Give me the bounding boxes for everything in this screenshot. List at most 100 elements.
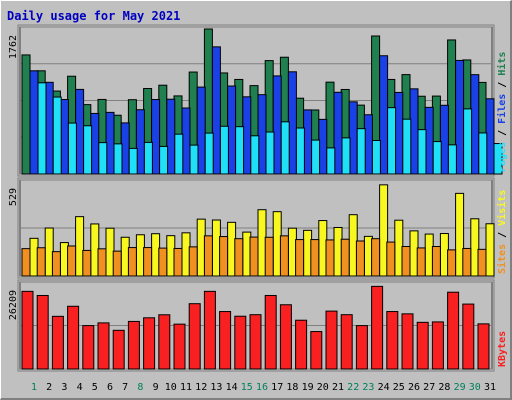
x-tick-label-day-15: 15 [241, 382, 253, 393]
bar-visits-day-29 [455, 192, 465, 277]
y-tick-label: 529 [8, 188, 19, 206]
bar-sites-day-4 [67, 245, 77, 277]
bar-pages-day-21 [341, 137, 351, 175]
panel-frame [17, 279, 495, 372]
bar-pages-day-8 [143, 141, 153, 175]
bar-sites-day-5 [82, 249, 92, 277]
bar-pages-day-30 [478, 132, 488, 175]
bar-pages-day-17 [280, 121, 290, 175]
x-tick-label-day-5: 5 [92, 382, 98, 393]
bar-hits-day-1 [21, 54, 31, 175]
bar-sites-day-31 [477, 248, 487, 277]
bar-pages-day-11 [189, 144, 199, 175]
bar-pages-day-25 [402, 118, 412, 175]
bar-sites-day-29 [447, 249, 457, 277]
bar-files-day-21 [333, 91, 343, 175]
bar-kbytes-day-8 [127, 320, 140, 370]
x-tick-label-day-9: 9 [153, 382, 159, 393]
x-tick-label-day-7: 7 [122, 382, 128, 393]
bar-pages-day-2 [52, 96, 62, 175]
bar-sites-day-23 [355, 240, 365, 277]
x-tick-label-day-28: 28 [438, 382, 450, 393]
x-tick-label-day-22: 22 [347, 382, 359, 393]
bar-sites-day-3 [51, 251, 61, 277]
x-tick-label-day-10: 10 [165, 382, 177, 393]
bar-pages-day-19 [311, 139, 321, 175]
bar-pages-day-1 [37, 82, 47, 175]
bar-kbytes-day-24 [371, 285, 384, 370]
bar-kbytes-day-18 [279, 304, 292, 370]
bar-kbytes-day-28 [431, 321, 444, 370]
bar-kbytes-day-30 [462, 303, 475, 370]
bar-kbytes-day-19 [295, 319, 308, 370]
bar-kbytes-day-25 [386, 311, 399, 370]
x-tick-label-day-21: 21 [332, 382, 344, 393]
x-tick-label-day-23: 23 [362, 382, 374, 393]
legend-kbytes: KBytes [497, 331, 508, 367]
bar-kbytes-day-5 [82, 325, 95, 370]
bar-pages-day-18 [295, 127, 305, 175]
bar-kbytes-day-14 [219, 311, 232, 370]
series-legend: Pages / Files / Hits [496, 52, 508, 172]
bar-pages-day-4 [83, 125, 93, 175]
bar-sites-day-13 [203, 235, 213, 277]
bar-kbytes-day-9 [143, 317, 156, 370]
bar-sites-day-2 [36, 247, 46, 277]
bar-pages-day-24 [387, 107, 397, 175]
bar-kbytes-day-17 [264, 294, 277, 370]
bar-sites-day-27 [416, 247, 426, 277]
bar-sites-day-21 [325, 239, 335, 277]
x-tick-label-day-11: 11 [180, 382, 192, 393]
x-tick-label-day-13: 13 [210, 382, 222, 393]
bar-sites-day-1 [21, 248, 31, 277]
bar-sites-day-18 [279, 235, 289, 277]
legend-separator: / [497, 124, 508, 142]
bar-sites-day-25 [386, 241, 396, 277]
x-tick-label-day-6: 6 [107, 382, 113, 393]
bar-sites-day-7 [112, 250, 122, 277]
x-tick-label-day-18: 18 [286, 382, 298, 393]
bar-sites-day-26 [401, 246, 411, 277]
bar-files-day-1 [29, 70, 39, 175]
bar-sites-day-22 [340, 238, 350, 277]
bar-kbytes-day-4 [67, 305, 80, 370]
bar-kbytes-day-15 [234, 315, 247, 370]
x-tick-label-day-17: 17 [271, 382, 283, 393]
legend-separator: / [497, 226, 508, 244]
bar-sites-day-6 [97, 248, 107, 277]
bar-sites-day-19 [295, 239, 305, 277]
bar-sites-day-17 [264, 236, 274, 277]
bar-pages-day-29 [463, 108, 473, 175]
bar-kbytes-day-23 [355, 325, 368, 370]
x-tick-label-day-24: 24 [378, 382, 390, 393]
bar-kbytes-day-21 [325, 310, 338, 370]
bar-pages-day-16 [265, 131, 275, 175]
bar-kbytes-day-12 [188, 303, 201, 370]
bar-pages-day-27 [432, 141, 442, 175]
bar-kbytes-day-10 [158, 314, 171, 370]
bar-pages-day-28 [447, 144, 457, 175]
bar-pages-day-15 [250, 135, 260, 175]
x-tick-label-day-26: 26 [408, 382, 420, 393]
legend-sites: Sites [496, 244, 508, 274]
y-tick-label: 26209 [8, 290, 19, 320]
x-tick-label-day-30: 30 [469, 382, 481, 393]
x-tick-label-day-25: 25 [393, 382, 405, 393]
bar-pages-day-26 [417, 129, 427, 175]
legend-hits: Hits [496, 52, 508, 76]
bar-pages-day-7 [128, 147, 138, 175]
bar-kbytes-day-11 [173, 323, 186, 370]
x-tick-label-day-4: 4 [77, 382, 83, 393]
bar-pages-day-20 [326, 147, 336, 175]
chart-title: Daily usage for May 2021 [7, 9, 181, 23]
bar-kbytes-day-7 [112, 329, 125, 370]
bar-kbytes-day-3 [51, 315, 64, 370]
bar-kbytes-day-2 [36, 294, 49, 370]
x-tick-label-day-1: 1 [31, 382, 37, 393]
bar-pages-day-3 [67, 122, 77, 175]
bar-kbytes-day-1 [21, 290, 34, 370]
bar-sites-day-30 [462, 247, 472, 277]
bar-files-day-8 [135, 109, 145, 175]
bar-kbytes-day-29 [447, 291, 460, 370]
